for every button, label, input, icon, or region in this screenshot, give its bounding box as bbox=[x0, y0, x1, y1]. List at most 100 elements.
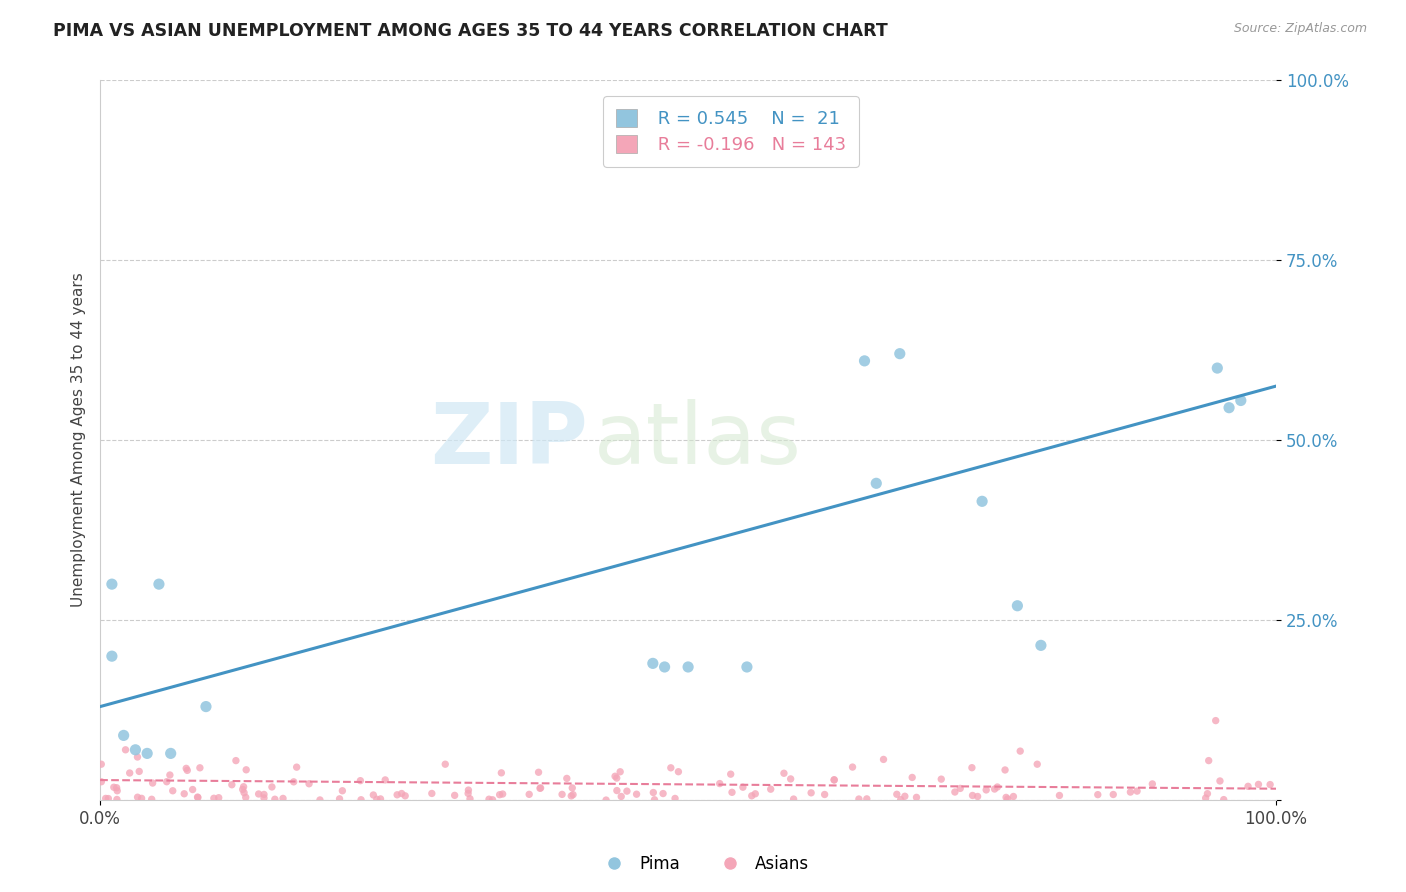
Point bbox=[972, 494, 994, 508]
Point bbox=[1102, 788, 1125, 802]
Point bbox=[901, 771, 924, 785]
Point bbox=[112, 728, 135, 742]
Point bbox=[659, 761, 682, 775]
Point bbox=[555, 772, 578, 786]
Point bbox=[668, 764, 690, 779]
Point bbox=[782, 792, 804, 806]
Point bbox=[328, 792, 350, 806]
Point bbox=[309, 793, 332, 807]
Point bbox=[232, 780, 254, 794]
Point bbox=[105, 792, 128, 806]
Point bbox=[527, 765, 550, 780]
Point bbox=[823, 772, 845, 787]
Point bbox=[865, 476, 887, 491]
Point bbox=[491, 787, 513, 801]
Point bbox=[841, 760, 863, 774]
Point bbox=[744, 787, 766, 801]
Point bbox=[127, 750, 149, 764]
Point bbox=[1142, 777, 1164, 791]
Legend: Pima, Asians: Pima, Asians bbox=[591, 848, 815, 880]
Point bbox=[974, 783, 997, 797]
Point bbox=[194, 699, 217, 714]
Point bbox=[1126, 784, 1149, 798]
Point bbox=[1195, 791, 1218, 805]
Point bbox=[202, 791, 225, 805]
Point bbox=[1002, 789, 1025, 804]
Point bbox=[610, 789, 633, 804]
Point bbox=[1119, 785, 1142, 799]
Point bbox=[759, 782, 782, 797]
Point bbox=[233, 786, 256, 800]
Point bbox=[616, 784, 638, 798]
Point bbox=[374, 772, 396, 787]
Point bbox=[103, 780, 125, 795]
Point bbox=[848, 792, 870, 806]
Point bbox=[162, 784, 184, 798]
Point bbox=[823, 772, 845, 787]
Point bbox=[186, 790, 208, 805]
Point bbox=[853, 354, 876, 368]
Point bbox=[886, 787, 908, 801]
Point bbox=[136, 747, 159, 761]
Point bbox=[1206, 361, 1229, 376]
Point bbox=[1026, 757, 1049, 772]
Point bbox=[664, 791, 686, 805]
Point bbox=[1237, 780, 1260, 794]
Point bbox=[1087, 788, 1109, 802]
Point bbox=[814, 788, 837, 802]
Point bbox=[349, 773, 371, 788]
Point bbox=[800, 786, 823, 800]
Point bbox=[394, 789, 416, 803]
Point bbox=[1205, 714, 1227, 728]
Point bbox=[609, 764, 631, 779]
Point bbox=[943, 785, 966, 799]
Point bbox=[735, 660, 758, 674]
Point bbox=[1258, 778, 1281, 792]
Point bbox=[889, 346, 911, 360]
Point bbox=[481, 793, 503, 807]
Point bbox=[141, 792, 163, 806]
Point bbox=[606, 783, 628, 797]
Point bbox=[894, 789, 917, 804]
Point bbox=[90, 774, 112, 789]
Point bbox=[644, 793, 666, 807]
Point bbox=[366, 792, 388, 806]
Point bbox=[105, 784, 128, 798]
Point bbox=[641, 657, 664, 671]
Point bbox=[654, 660, 676, 674]
Point bbox=[890, 792, 912, 806]
Point bbox=[142, 776, 165, 790]
Point bbox=[1007, 599, 1029, 613]
Point bbox=[1198, 754, 1220, 768]
Point bbox=[253, 788, 276, 802]
Point bbox=[118, 766, 141, 780]
Point bbox=[225, 754, 247, 768]
Point bbox=[994, 763, 1017, 777]
Point bbox=[247, 787, 270, 801]
Point bbox=[420, 787, 443, 801]
Point bbox=[960, 761, 983, 775]
Point bbox=[101, 577, 124, 591]
Point bbox=[181, 782, 204, 797]
Point bbox=[159, 768, 181, 782]
Point bbox=[986, 780, 1008, 794]
Point bbox=[995, 790, 1018, 805]
Point bbox=[260, 780, 283, 794]
Point bbox=[720, 767, 742, 781]
Point bbox=[443, 789, 465, 803]
Point bbox=[124, 743, 146, 757]
Point bbox=[773, 766, 796, 780]
Point bbox=[97, 791, 120, 805]
Point bbox=[1218, 401, 1240, 415]
Point bbox=[187, 790, 209, 805]
Point bbox=[966, 789, 988, 804]
Point bbox=[676, 660, 699, 674]
Point bbox=[283, 775, 305, 789]
Point bbox=[872, 752, 894, 766]
Point bbox=[1010, 744, 1032, 758]
Point bbox=[741, 789, 763, 803]
Point bbox=[491, 765, 513, 780]
Point bbox=[949, 781, 972, 796]
Point bbox=[1209, 774, 1232, 789]
Point bbox=[1230, 393, 1253, 408]
